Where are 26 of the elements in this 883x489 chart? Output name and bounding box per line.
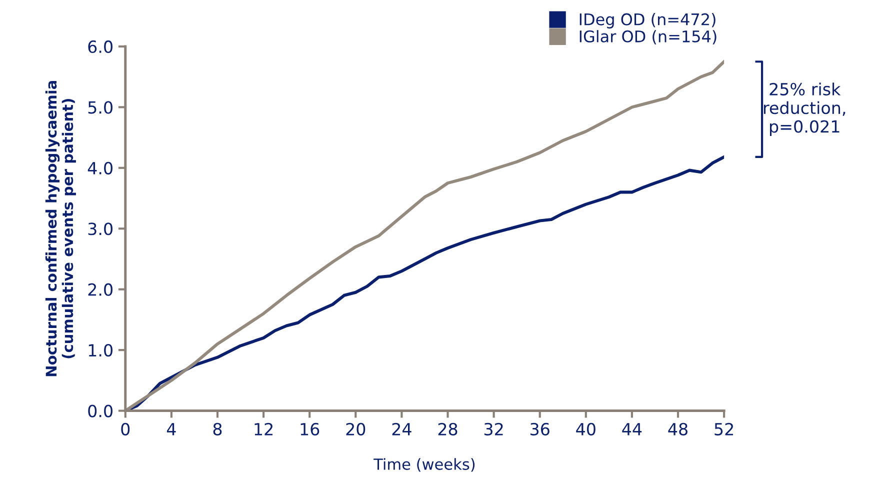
- y-tick-label: 5.0: [88, 101, 112, 114]
- x-tick-label: 40: [576, 422, 596, 436]
- x-tick-label: 28: [438, 422, 458, 436]
- x-tick-label: 32: [484, 422, 503, 436]
- x-tick-label: 20: [346, 422, 366, 436]
- x-axis-title: Time (weeks): [374, 458, 475, 472]
- x-tick-label: 44: [622, 423, 642, 436]
- legend-label: IGlar OD (n=154): [580, 30, 716, 44]
- text: 25% risk reduction, p=0.021: [764, 82, 846, 136]
- legend-label: IDeg OD (n=472): [580, 13, 716, 28]
- y-tick-label: 6.0: [88, 40, 112, 54]
- x-tick-label: 0: [121, 422, 130, 436]
- x-tick-label: 36: [530, 422, 550, 436]
- y-tick-label: 3.0: [88, 222, 112, 236]
- x-tick-label: 16: [300, 422, 320, 436]
- x-tick-label: 4: [166, 423, 176, 436]
- x-tick-label: 8: [213, 422, 222, 436]
- y-axis-title: Nocturnal confirmed hypoglycaemia (cumulative events per patient): [45, 80, 76, 376]
- x-tick-label: 48: [668, 422, 688, 436]
- y-tick-label: 0.0: [88, 404, 112, 418]
- y-tick-label: 1.0: [88, 344, 112, 357]
- y-tick-label: 2.0: [88, 283, 112, 296]
- x-tick-label: 24: [392, 422, 412, 436]
- y-tick-label: 4.0: [88, 162, 112, 174]
- x-tick-label: 12: [254, 422, 272, 436]
- x-tick-label: 52: [714, 422, 733, 436]
